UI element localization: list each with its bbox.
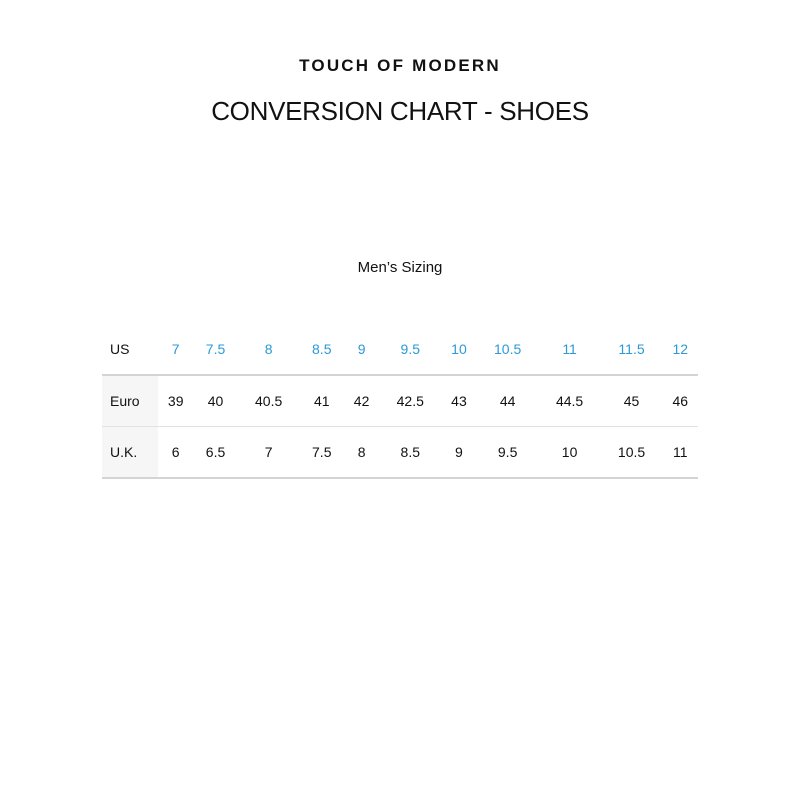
size-cell: 7.5 [193,324,238,376]
page-title: CONVERSION CHART - SHOES [211,96,589,126]
size-cell: 8 [237,324,300,376]
table-row-us: US 7 7.5 8 8.5 9 9.5 10 10.5 11 11.5 12 [102,324,698,376]
size-cell: 9.5 [379,324,442,376]
size-cell: 6.5 [193,426,238,479]
brand-logo: TOUCH OF MODERN [299,56,501,75]
size-conversion-table: US 7 7.5 8 8.5 9 9.5 10 10.5 11 11.5 12 Euro 39 40 40.5… [102,324,698,479]
size-cell: 8 [343,426,380,479]
size-cell: 45 [600,375,663,427]
size-cell: 9 [441,426,477,479]
size-cell: 40.5 [237,375,300,427]
size-cell: 46 [662,375,698,427]
size-cell: 11.5 [600,324,663,376]
size-cell: 7 [158,324,194,376]
size-cell: 43 [441,375,477,427]
size-cell: 7 [237,426,300,479]
size-cell: 7.5 [299,426,344,479]
size-cell: 12 [662,324,698,376]
row-label: US [102,324,158,376]
size-cell: 10.5 [476,324,539,376]
size-cell: 39 [158,375,194,427]
section-subtitle: Men’s Sizing [357,259,443,276]
size-cell: 42 [343,375,380,427]
size-cell: 41 [299,375,344,427]
size-cell: 44.5 [538,375,601,427]
size-cell: 11 [538,324,601,376]
size-cell: 42.5 [379,375,442,427]
size-cell: 11 [662,426,698,479]
size-cell: 9.5 [476,426,539,479]
size-cell: 44 [476,375,539,427]
size-cell: 8.5 [379,426,442,479]
size-cell: 40 [193,375,238,427]
size-cell: 10 [441,324,477,376]
size-cell: 10 [538,426,601,479]
size-cell: 8.5 [299,324,344,376]
table-row-euro: Euro 39 40 40.5 41 42 42.5 43 44 44.5 45 46 [102,375,698,427]
row-label: U.K. [102,426,158,479]
size-cell: 10.5 [600,426,663,479]
table-row-uk: U.K. 6 6.5 7 7.5 8 8.5 9 9.5 10 10.5 11 [102,426,698,479]
row-label: Euro [102,375,158,427]
size-cell: 9 [343,324,380,376]
size-cell: 6 [158,426,194,479]
